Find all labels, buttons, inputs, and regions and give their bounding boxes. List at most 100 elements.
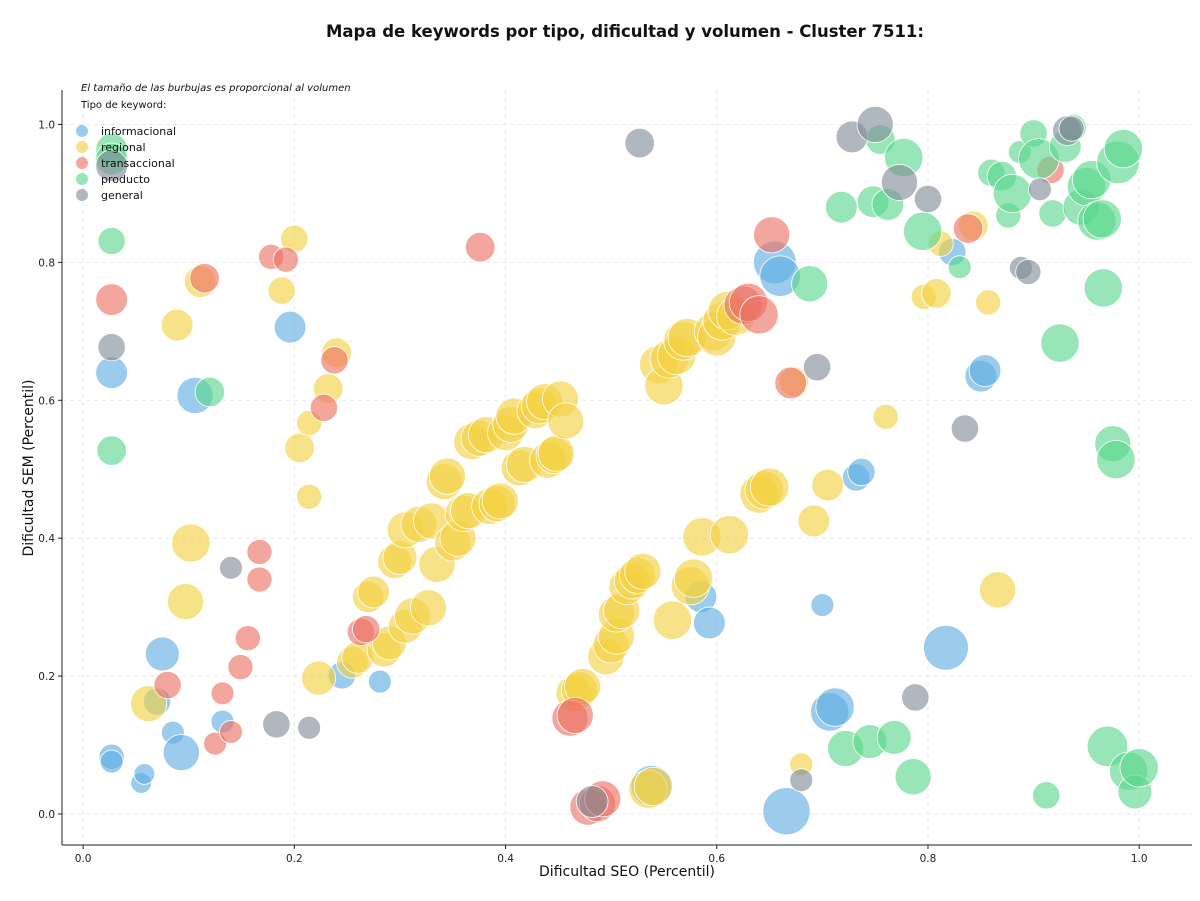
bubble-informacional — [144, 636, 180, 672]
x-tick-label: 0.4 — [497, 853, 514, 865]
bubble-producto — [876, 720, 912, 755]
bubble-informacional — [810, 593, 835, 617]
bubble-informacional — [367, 669, 392, 694]
axes — [61, 90, 1192, 846]
bubble-producto — [1038, 199, 1067, 228]
bubble-informacional — [99, 749, 124, 774]
bubble-general — [789, 768, 814, 793]
bubble-transaccional — [189, 263, 220, 294]
bubble-regional — [428, 457, 466, 495]
bubble-informacional — [762, 787, 811, 836]
bubble-general — [624, 127, 655, 159]
bubble-regional — [537, 434, 575, 472]
bubble-general — [802, 353, 832, 382]
bubble-regional — [872, 403, 899, 430]
bubble-regional — [296, 483, 323, 510]
legend-label-transaccional: transaccional — [101, 157, 175, 170]
bubble-regional — [547, 402, 585, 440]
bubble-transaccional — [153, 670, 182, 700]
bubble-informacional — [133, 763, 156, 785]
bubble-general — [880, 163, 918, 201]
series-general — [95, 105, 1085, 818]
bubble-producto — [894, 758, 932, 796]
legend-marker-general — [76, 189, 88, 201]
bubble-regional — [167, 583, 205, 621]
bubble-transaccional — [234, 625, 261, 652]
bubble-informacional — [847, 457, 876, 487]
bubble-regional — [811, 468, 844, 502]
bubble-regional — [975, 289, 1002, 316]
bubble-producto — [1083, 268, 1123, 308]
y-tick-label: 0.2 — [38, 671, 55, 683]
legend-label-regional: regional — [101, 141, 146, 154]
legend-label-general: general — [101, 189, 143, 202]
bubble-regional — [673, 558, 714, 598]
bubble-general — [856, 105, 894, 143]
bubble-general — [262, 710, 291, 739]
legend-marker-transaccional — [76, 157, 88, 169]
bubble-informacional — [162, 734, 200, 772]
bubble-producto — [1103, 129, 1143, 169]
bubble-regional — [409, 589, 447, 627]
bubble-transaccional — [774, 366, 807, 400]
bubble-transaccional — [556, 696, 594, 734]
bubble-regional — [979, 571, 1017, 609]
bubble-transaccional — [95, 283, 128, 316]
legend-marker-informacional — [76, 125, 88, 137]
chart-title: Mapa de keywords por tipo, dificultad y … — [326, 22, 924, 41]
bubble-transaccional — [465, 232, 496, 263]
y-tick-label: 0.0 — [38, 809, 55, 821]
bubble-size-note: El tamaño de las burbujas es proporciona… — [81, 83, 351, 94]
bubble-producto — [1119, 748, 1159, 788]
bubble-transaccional — [272, 246, 299, 273]
bubble-producto — [1032, 781, 1061, 810]
bubble-producto — [1096, 439, 1136, 480]
bubble-informacional — [923, 624, 969, 671]
y-tick-label: 0.6 — [38, 395, 55, 407]
bubble-regional — [301, 660, 337, 696]
series-producto — [95, 113, 1159, 810]
x-tick-label: 1.0 — [1131, 853, 1148, 865]
bubble-informacional — [273, 310, 307, 344]
bubble-regional — [267, 276, 296, 305]
bubble-regional — [624, 552, 662, 590]
bubble-general — [1058, 115, 1085, 142]
bubble-informacional — [815, 687, 855, 727]
bubble-regional — [797, 504, 831, 538]
bubble-general — [219, 555, 243, 580]
bubble-producto — [992, 173, 1033, 214]
x-axis-label: Dificultad SEO (Percentil) — [539, 864, 715, 880]
bubble-regional — [709, 515, 750, 555]
bubble-regional — [749, 467, 790, 507]
x-tick-label: 0.6 — [708, 853, 725, 865]
bubble-informacional — [968, 354, 1002, 387]
bubble-informacional — [95, 356, 128, 389]
bubble-producto — [1082, 199, 1122, 239]
y-tick-label: 0.4 — [38, 533, 55, 545]
legend-title: Tipo de keyword: — [80, 100, 166, 111]
legend-marker-regional — [76, 141, 88, 153]
bubble-transaccional — [309, 393, 339, 422]
bubble-general — [1028, 177, 1052, 202]
legend-marker-producto — [76, 173, 88, 185]
ticks: 0.0 0.2 0.4 0.6 0.8 1.0 0.0 0.2 0.4 0.6 0.8 1.0 — [38, 119, 1147, 865]
bubble-producto — [1040, 323, 1080, 363]
bubble-regional — [481, 482, 519, 520]
bubble-transaccional — [739, 295, 779, 335]
bubble-general — [901, 683, 930, 712]
bubble-producto — [791, 265, 829, 303]
bubble-transaccional — [219, 720, 243, 744]
y-tick-label: 1.0 — [38, 119, 55, 131]
bubble-transaccional — [246, 538, 273, 565]
bubble-regional — [357, 575, 390, 609]
y-axis-label: Dificultad SEM (Percentil) — [21, 380, 37, 557]
bubble-transaccional — [753, 216, 791, 254]
bubble-transaccional — [246, 566, 273, 593]
bubble-producto — [825, 190, 858, 224]
bubble-transaccional — [352, 615, 381, 644]
y-tick-label: 0.8 — [38, 257, 55, 269]
bubble-informacional — [693, 606, 726, 640]
bubble-regional — [633, 766, 674, 806]
bubbles — [95, 105, 1159, 836]
